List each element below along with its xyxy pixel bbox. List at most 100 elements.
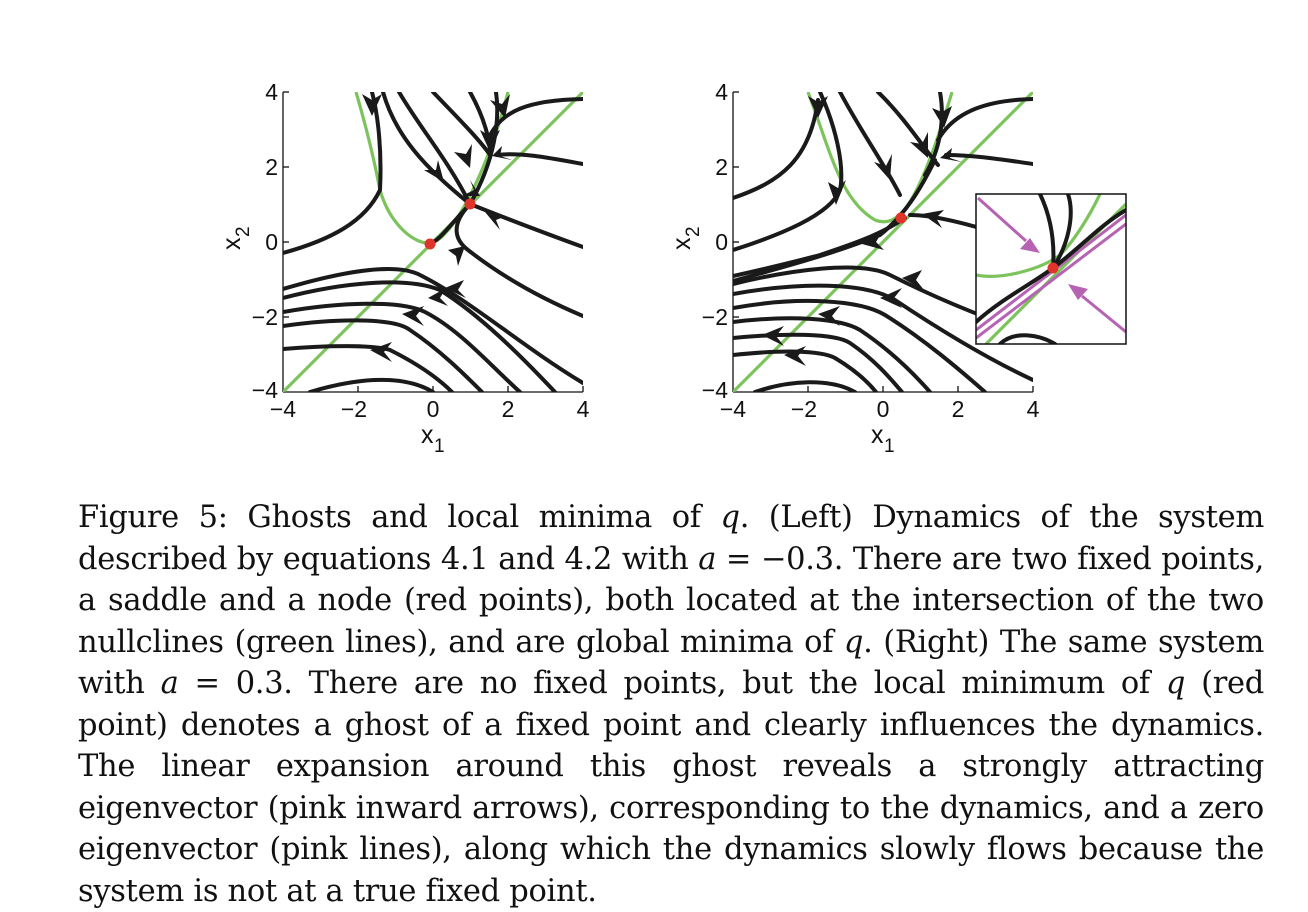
trajectory — [936, 97, 1033, 142]
right-y-ticks: 4 2 0 −2 −4 — [702, 79, 728, 403]
left-x-axis-label: x 1 — [421, 421, 445, 457]
fixed-point-node — [424, 238, 436, 250]
trajectory — [468, 202, 583, 249]
arrowhead — [762, 326, 784, 346]
y-tick-label: 4 — [265, 79, 278, 105]
arrowhead — [880, 288, 902, 308]
y-tick-label: 0 — [715, 229, 728, 255]
arrowhead — [454, 144, 472, 168]
inset-eigen-arrows — [976, 196, 1126, 334]
x-tick-label: −2 — [791, 396, 817, 422]
arrowhead — [922, 210, 944, 228]
x-tick-label: 0 — [427, 396, 440, 422]
trajectory — [495, 152, 583, 166]
phase-portrait-figure: −4 −2 0 2 4 4 2 0 −2 −4 x 1 x 2 — [218, 79, 1127, 457]
trajectory — [733, 216, 907, 278]
trajectory — [876, 92, 940, 167]
svg-text:2: 2 — [233, 226, 254, 237]
inset-frame — [975, 193, 1127, 345]
arrowhead — [932, 106, 952, 128]
svg-text:2: 2 — [683, 226, 704, 237]
trajectory — [283, 267, 583, 385]
trajectory — [381, 92, 472, 206]
caption-text: Ghosts and local minima of — [227, 500, 721, 535]
y-tick-label: 2 — [265, 154, 278, 180]
left-y-axis-label: x 2 — [218, 226, 254, 250]
left-nullcline-curve — [354, 92, 510, 245]
arrowhead — [428, 288, 448, 306]
arrowhead — [828, 180, 846, 205]
left-fixed-points — [424, 198, 476, 250]
y-tick-label: −2 — [252, 304, 278, 330]
arrowhead — [940, 148, 962, 162]
svg-text:1: 1 — [434, 436, 445, 457]
x-tick-label: 4 — [1027, 396, 1040, 422]
arrowhead — [784, 346, 806, 366]
arrowhead — [462, 180, 480, 196]
trajectory — [998, 333, 1057, 344]
left-x-ticks: −4 −2 0 2 4 — [270, 396, 590, 422]
x-tick-label: −2 — [341, 396, 367, 422]
svg-text:x: x — [871, 421, 884, 449]
x-tick-label: −4 — [720, 396, 746, 422]
caption-text: . (Right) The same system with — [78, 624, 1264, 702]
caption-math-q: q — [843, 624, 864, 660]
right-nullcline-curve — [806, 92, 954, 224]
caption-math-q: q — [720, 500, 740, 535]
caption-label: Figure 5: — [78, 500, 228, 535]
trajectory — [486, 97, 583, 142]
trajectory — [429, 202, 472, 245]
x-tick-label: −4 — [270, 396, 296, 422]
trajectory — [944, 153, 1033, 166]
arrowhead — [902, 270, 924, 290]
arrowhead — [910, 132, 928, 158]
right-x-ticks: −4 −2 0 2 4 — [720, 396, 1040, 422]
left-arrowheads — [362, 94, 512, 362]
caption-text: . (Left) Dynamics of the system describe… — [78, 500, 1264, 577]
right-y-axis-label: x 2 — [668, 226, 704, 250]
trajectory — [753, 380, 857, 392]
y-tick-label: 0 — [265, 229, 278, 255]
right-nullclines — [733, 92, 1033, 392]
trajectory — [397, 92, 472, 206]
arrowhead — [362, 94, 382, 116]
right-arrowheads — [762, 96, 962, 366]
arrowhead — [490, 94, 510, 118]
y-tick-label: −4 — [252, 377, 278, 403]
arrowhead — [808, 96, 828, 118]
attracting-eigenvector-arrow — [976, 196, 1028, 243]
attracting-eigenvector-arrow — [1081, 294, 1126, 334]
trajectory — [308, 377, 435, 392]
x-tick-label: 4 — [577, 396, 590, 422]
trajectory — [283, 301, 522, 392]
trajectory — [838, 92, 902, 197]
trajectory — [733, 98, 820, 200]
attracting-eigenvector-arrowhead — [1020, 238, 1040, 253]
arrowhead — [874, 154, 892, 180]
y-tick-label: −4 — [702, 377, 728, 403]
trajectory — [733, 298, 987, 392]
x-tick-label: 2 — [952, 396, 965, 422]
trajectory — [431, 92, 492, 157]
arrowhead — [492, 146, 512, 160]
trajectory — [733, 316, 932, 392]
right-ghost-point — [895, 212, 907, 224]
caption-text: (red point) denotes a ghost of a fixed p… — [78, 666, 1264, 909]
x-tick-label: 2 — [502, 396, 515, 422]
arrowhead — [448, 246, 465, 266]
caption-math-a: a — [698, 541, 717, 577]
trajectory — [283, 344, 454, 392]
trajectory — [283, 318, 484, 392]
figure-caption: Figure 5: Ghosts and local minima of q. … — [78, 497, 1264, 912]
ghost-inset — [975, 193, 1127, 345]
arrowhead — [862, 232, 884, 250]
svg-text:x: x — [218, 237, 246, 250]
caption-text: = −0.3. There are two fixed points, a sa… — [78, 541, 1264, 660]
left-y-ticks: 4 2 0 −2 −4 — [252, 79, 278, 403]
trajectory — [1051, 194, 1073, 270]
caption-text: = 0.3. There are no fixed points, but th… — [178, 666, 1166, 701]
x-tick-label: 0 — [877, 396, 890, 422]
zero-eigenvector-line — [976, 222, 1126, 340]
trajectory — [1038, 194, 1056, 270]
left-panel: −4 −2 0 2 4 4 2 0 −2 −4 x 1 x 2 — [218, 79, 590, 457]
